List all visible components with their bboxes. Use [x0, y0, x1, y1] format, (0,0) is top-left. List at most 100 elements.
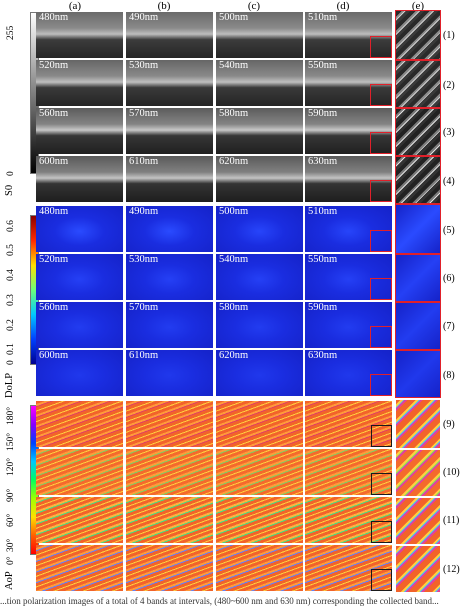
wavelength-label: 560nm	[39, 108, 69, 119]
dolp-image-620: 620nm	[216, 350, 303, 396]
column-label-d: (d)	[336, 0, 350, 12]
dolp-tick: 0	[6, 360, 16, 365]
row-label: (6)	[443, 273, 455, 284]
dolp-axis-name: DoLP	[4, 372, 15, 398]
row-label: (3)	[443, 127, 455, 138]
wavelength-label: 600nm	[39, 350, 69, 361]
dolp-tick: 0.1	[6, 343, 16, 355]
row-label: (10)	[443, 467, 460, 478]
dolp-image-480: 480nm	[36, 206, 123, 252]
s0-image-540: 540nm	[216, 60, 303, 106]
zoom-region-box	[370, 374, 392, 396]
dolp-image-490: 490nm	[126, 206, 213, 252]
zoom-region-box	[371, 425, 392, 447]
s0-image-550: 550nm	[305, 60, 392, 106]
dolp-image-560: 560nm	[36, 302, 123, 348]
s0-image-610: 610nm	[126, 156, 213, 202]
zoom-region-box	[370, 278, 392, 300]
aop-tick: 90°	[6, 488, 16, 502]
zoom-region-box	[370, 84, 392, 106]
aop-image-500	[216, 401, 303, 447]
s0-bottom-tick: 0	[6, 171, 16, 176]
row-label: (9)	[443, 419, 455, 430]
wavelength-label: 510nm	[308, 12, 338, 23]
aop-image-530	[126, 449, 213, 495]
aop-image-560	[36, 497, 123, 543]
wavelength-label: 550nm	[308, 254, 338, 265]
row-label: (4)	[443, 176, 455, 187]
s0-image-570: 570nm	[126, 108, 213, 154]
dolp-image-570: 570nm	[126, 302, 213, 348]
s0-image-520: 520nm	[36, 60, 123, 106]
aop-tick: 180°	[6, 406, 16, 425]
wavelength-label: 500nm	[219, 206, 249, 217]
wavelength-label: 580nm	[219, 302, 249, 313]
row-label: (1)	[443, 30, 455, 41]
aop-tick: 150°	[6, 432, 16, 451]
column-label-e: (e)	[411, 0, 425, 12]
aop-tick: 120°	[6, 457, 16, 476]
s0-image-530: 530nm	[126, 60, 213, 106]
s0-image-600: 600nm	[36, 156, 123, 202]
zoom-region-box	[370, 132, 392, 154]
column-label-c: (c)	[247, 0, 261, 12]
dolp-image-600: 600nm	[36, 350, 123, 396]
row-label: (7)	[443, 321, 455, 332]
dolp-image-630: 630nm	[305, 350, 392, 396]
dolp-tick: 0.6	[6, 220, 16, 232]
aop-tick: 0°	[6, 556, 16, 565]
zoom-region-box	[370, 180, 392, 202]
s0-image-500: 500nm	[216, 12, 303, 58]
wavelength-label: 480nm	[39, 12, 69, 23]
wavelength-label: 540nm	[219, 254, 249, 265]
aop-image-600	[36, 545, 123, 591]
row-label: (12)	[443, 564, 460, 575]
wavelength-label: 500nm	[219, 12, 249, 23]
wavelength-label: 620nm	[219, 156, 249, 167]
row-label: (5)	[443, 225, 455, 236]
aop-image-480	[36, 401, 123, 447]
wavelength-label: 490nm	[129, 206, 159, 217]
aop-image-610	[126, 545, 213, 591]
aop-image-520	[36, 449, 123, 495]
dolp-image-500: 500nm	[216, 206, 303, 252]
zoom-region-box	[371, 569, 392, 591]
dolp-tick: 0.4	[6, 269, 16, 281]
row-label: (2)	[443, 80, 455, 91]
zoom-crop-image	[395, 204, 441, 254]
dolp-image-530: 530nm	[126, 254, 213, 300]
zoom-crop-image	[395, 497, 441, 545]
wavelength-label: 600nm	[39, 156, 69, 167]
s0-image-630: 630nm	[305, 156, 392, 202]
aop-image-620	[216, 545, 303, 591]
wavelength-label: 480nm	[39, 206, 69, 217]
zoom-region-box	[371, 473, 392, 495]
column-label-b: (b)	[157, 0, 171, 12]
s0-image-560: 560nm	[36, 108, 123, 154]
wavelength-label: 630nm	[308, 350, 338, 361]
wavelength-label: 590nm	[308, 302, 338, 313]
dolp-image-610: 610nm	[126, 350, 213, 396]
aop-axis-name: AoP	[4, 571, 15, 590]
wavelength-label: 540nm	[219, 60, 249, 71]
aop-image-630	[305, 545, 392, 591]
wavelength-label: 570nm	[129, 302, 159, 313]
zoom-region-box	[371, 521, 392, 543]
s0-axis-name: S0	[4, 184, 15, 196]
zoom-crop-image	[395, 254, 441, 302]
dolp-tick: 0.3	[6, 294, 16, 306]
wavelength-label: 530nm	[129, 60, 159, 71]
zoom-crop-image	[395, 449, 441, 497]
wavelength-label: 620nm	[219, 350, 249, 361]
zoom-crop-image	[395, 60, 441, 108]
dolp-tick: 0.5	[6, 244, 16, 256]
wavelength-label: 520nm	[39, 60, 69, 71]
aop-tick: 30°	[6, 538, 16, 552]
aop-tick: 60°	[6, 513, 16, 527]
zoom-region-box	[370, 230, 392, 252]
dolp-image-580: 580nm	[216, 302, 303, 348]
s0-top-tick: 255	[6, 25, 16, 40]
figure-caption: ...tion polarization images of a total o…	[0, 596, 439, 606]
wavelength-label: 580nm	[219, 108, 249, 119]
s0-image-510: 510nm	[305, 12, 392, 58]
